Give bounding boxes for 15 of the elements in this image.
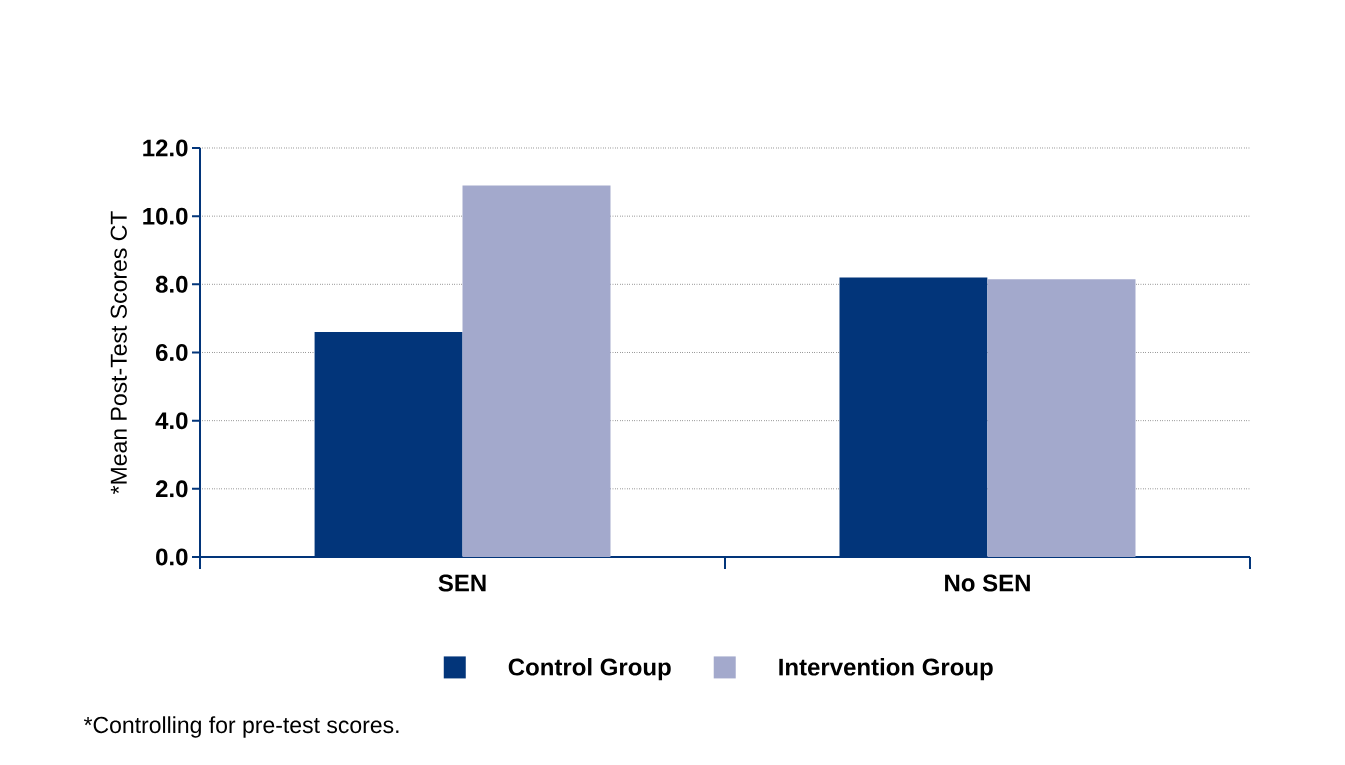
y-tick-label: 0.0 xyxy=(156,548,188,566)
x-tick-label: SEN xyxy=(438,574,486,592)
legend-label: Intervention Group xyxy=(779,657,993,681)
y-tick-label: 2.0 xyxy=(155,480,188,498)
y-tick-label: 8.0 xyxy=(155,275,188,293)
bar xyxy=(987,279,1136,557)
x-tick-label: No SEN xyxy=(945,574,1030,592)
y-tick-label: 10.0 xyxy=(143,207,188,225)
legend-label: Control Group xyxy=(508,657,671,681)
y-tick-label: 6.0 xyxy=(155,344,188,361)
y-tick-label: 12.0 xyxy=(143,139,188,157)
y-axis-title: *Mean Post-Test Scores CT xyxy=(110,211,127,494)
y-tick-label: 4.0 xyxy=(155,412,188,430)
bar xyxy=(462,185,611,557)
text: *Controlling for pre-test scores. xyxy=(83,716,399,738)
